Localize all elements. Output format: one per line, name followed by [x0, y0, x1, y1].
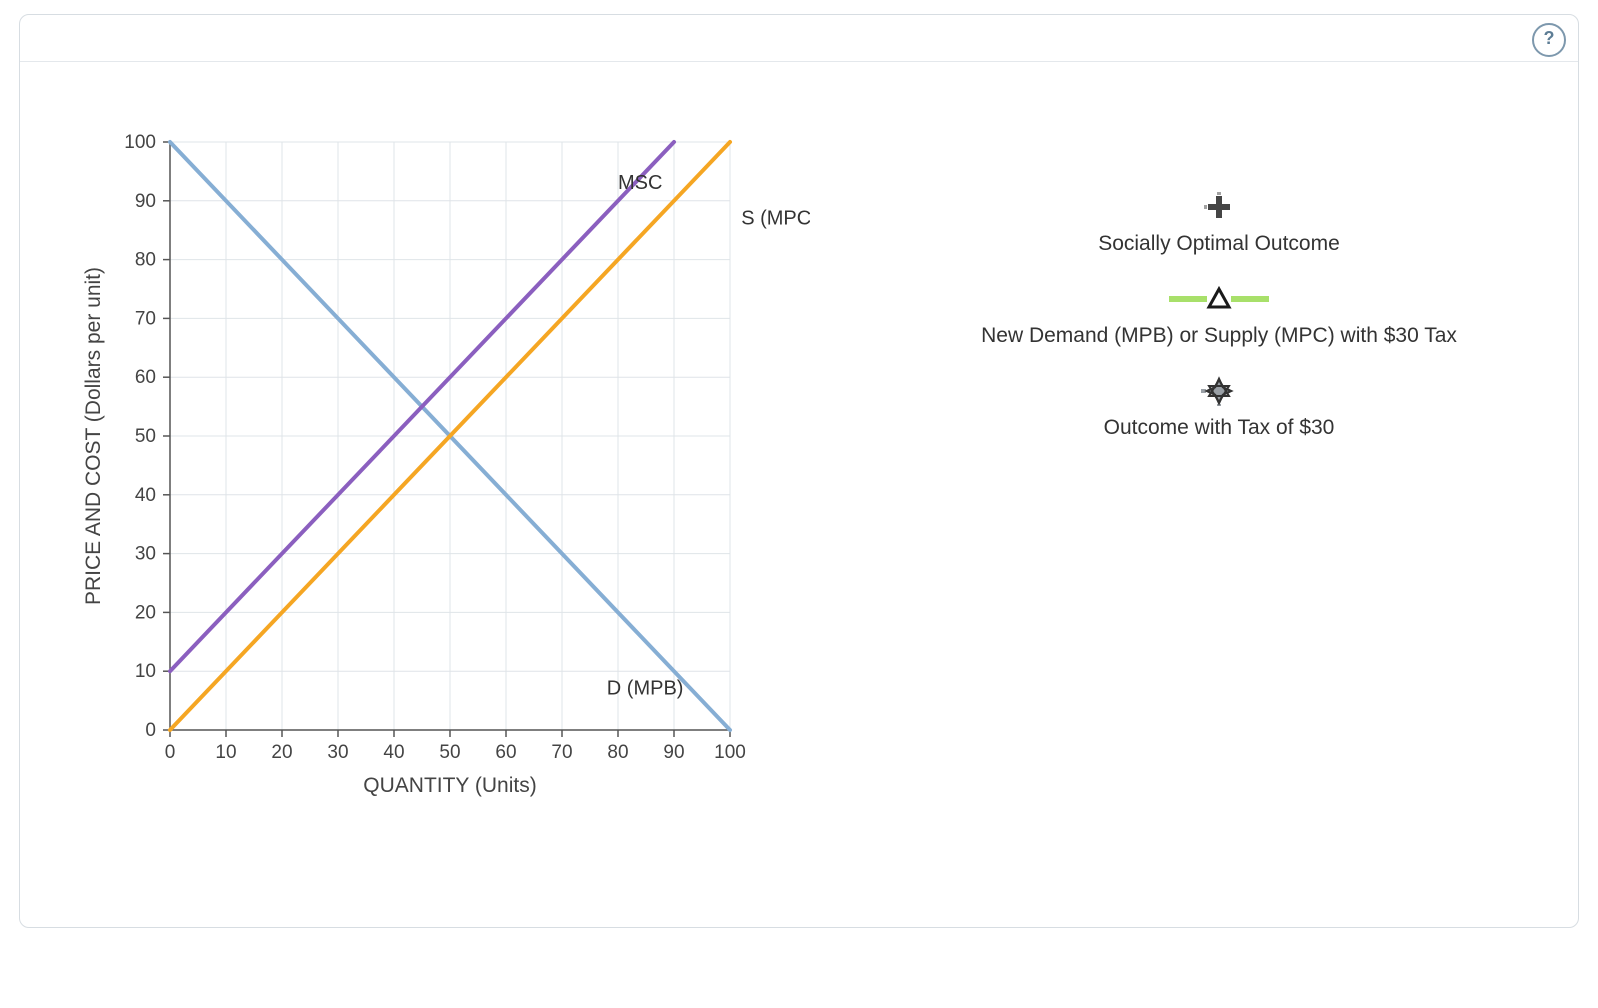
- economics-chart: 0 10 20 30 40 50 60 70 80 90 100 0 10 20 30 40 50 60 70 80 9…: [50, 102, 810, 882]
- svg-text:D (MPB): D (MPB): [607, 678, 684, 700]
- svg-text:MSC: MSC: [618, 172, 662, 194]
- svg-text:QUANTITY (Units): QUANTITY (Units): [363, 774, 536, 797]
- svg-text:80: 80: [135, 250, 156, 271]
- legend-item-socially-optimal[interactable]: Socially Optimal Outcome: [1098, 192, 1340, 256]
- svg-text:S (MPC): S (MPC): [741, 207, 810, 229]
- svg-text:50: 50: [135, 426, 156, 447]
- chart-card: ? 0 10 20 30 40 50 60 70 80 90 100 0 10 20 30 40 50 60 70 8…: [19, 14, 1579, 928]
- help-icon[interactable]: ?: [1532, 23, 1566, 57]
- svg-text:10: 10: [215, 742, 236, 763]
- svg-text:PRICE AND COST (Dollars per un: PRICE AND COST (Dollars per unit): [82, 267, 105, 605]
- svg-text:80: 80: [607, 742, 628, 763]
- svg-text:0: 0: [145, 720, 156, 741]
- plus-icon: [1159, 192, 1279, 222]
- legend-label: New Demand (MPB) or Supply (MPC) with $3…: [981, 324, 1457, 348]
- svg-text:90: 90: [135, 191, 156, 212]
- svg-text:10: 10: [135, 661, 156, 682]
- legend: Socially Optimal Outcome New Demand (MPB…: [830, 102, 1548, 887]
- svg-text:20: 20: [271, 742, 292, 763]
- svg-text:90: 90: [663, 742, 684, 763]
- legend-label: Socially Optimal Outcome: [1098, 232, 1340, 256]
- svg-text:60: 60: [495, 742, 516, 763]
- svg-text:30: 30: [135, 544, 156, 565]
- star-icon: [1159, 376, 1279, 406]
- svg-text:0: 0: [165, 742, 176, 763]
- legend-label: Outcome with Tax of $30: [1104, 416, 1335, 440]
- svg-text:30: 30: [327, 742, 348, 763]
- svg-text:100: 100: [124, 132, 156, 153]
- svg-text:40: 40: [383, 742, 404, 763]
- legend-item-outcome-tax[interactable]: Outcome with Tax of $30: [1104, 376, 1335, 440]
- card-header: ?: [20, 15, 1578, 62]
- triangle-line-icon: [1159, 284, 1279, 314]
- svg-text:70: 70: [551, 742, 572, 763]
- legend-item-new-curve[interactable]: New Demand (MPB) or Supply (MPC) with $3…: [981, 284, 1457, 348]
- svg-text:100: 100: [714, 742, 746, 763]
- svg-text:70: 70: [135, 308, 156, 329]
- svg-text:50: 50: [439, 742, 460, 763]
- svg-text:40: 40: [135, 485, 156, 506]
- svg-text:60: 60: [135, 367, 156, 388]
- card-body: 0 10 20 30 40 50 60 70 80 90 100 0 10 20 30 40 50 60 70 80 9…: [20, 62, 1578, 927]
- chart-container: 0 10 20 30 40 50 60 70 80 90 100 0 10 20 30 40 50 60 70 80 9…: [50, 102, 830, 887]
- svg-text:20: 20: [135, 602, 156, 623]
